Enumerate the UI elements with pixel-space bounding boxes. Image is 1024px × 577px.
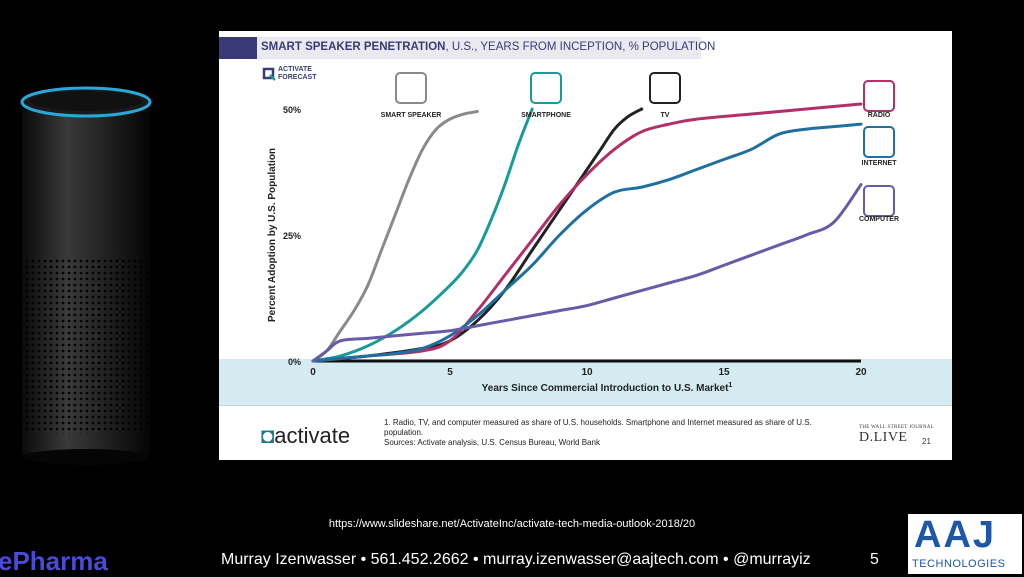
- chart-slide: SMART SPEAKER PENETRATION, U.S., YEARS F…: [219, 31, 952, 460]
- divider: [219, 405, 952, 406]
- series-label: RADIO: [868, 112, 891, 119]
- series-line-radio: [311, 102, 863, 363]
- contact-info: Murray Izenwasser • 561.452.2662 • murra…: [221, 551, 811, 568]
- y-tick-label: 25%: [283, 231, 301, 241]
- series-line-smartphone: [311, 107, 534, 363]
- footnote-text: 1. Radio, TV, and computer measured as s…: [384, 418, 812, 437]
- title-accent: [219, 37, 257, 59]
- series-line-tv: [311, 107, 644, 363]
- chart-title: SMART SPEAKER PENETRATION, U.S., YEARS F…: [261, 41, 716, 53]
- series-label: TV: [661, 112, 670, 119]
- dlive-text: D.LIVE: [859, 430, 908, 445]
- wsj-dlive-logo: THE WALL STREET JOURNAL D.LIVE: [859, 425, 934, 446]
- laptop-icon: [863, 185, 895, 217]
- activate-mark-icon: [262, 67, 276, 81]
- x-tick-label: 15: [718, 367, 730, 378]
- tv-icon: [649, 72, 681, 104]
- y-axis-label: Percent Adoption by U.S. Population: [267, 148, 278, 322]
- x-tick-label: 0: [310, 367, 316, 378]
- amazon-echo-image: [20, 86, 152, 465]
- radio-icon: [863, 80, 895, 112]
- x-tick-label: 10: [581, 367, 593, 378]
- activate-forecast-badge: ACTIVATE FORECAST: [261, 66, 331, 88]
- badge-line2: FORECAST: [278, 74, 317, 81]
- y-tick-label: 0%: [288, 357, 301, 367]
- title-bar: SMART SPEAKER PENETRATION, U.S., YEARS F…: [219, 37, 715, 59]
- adoption-chart: 0% 25% 50% 0 5 10 15 20 Years Since Commercial I…: [219, 72, 952, 405]
- x-tick-label: 5: [447, 367, 453, 378]
- sources-text: Sources: Activate analysis, U.S. Census …: [384, 438, 600, 447]
- aaj-letters: AAJ: [914, 514, 997, 556]
- series-line-smart-speaker: [311, 110, 479, 363]
- series-line-internet: [311, 122, 863, 363]
- series-label: SMART SPEAKER: [381, 112, 442, 119]
- source-url[interactable]: https://www.slideshare.net/ActivateInc/a…: [328, 518, 696, 530]
- slide-number: 5: [870, 551, 879, 568]
- series-line-computer: [311, 183, 863, 363]
- series-label: INTERNET: [862, 160, 898, 167]
- smartphone-icon: [530, 72, 562, 104]
- activate-mark-icon: ◘: [261, 423, 275, 448]
- x-axis-label: Years Since Commercial Introduction to U…: [482, 382, 733, 394]
- aaj-technologies-logo: AAJ TECHNOLOGIES: [908, 514, 1022, 574]
- smart-speaker-icon: [395, 72, 427, 104]
- footnote: 1. Radio, TV, and computer measured as s…: [384, 418, 814, 448]
- x-axis-label-superscript: 1: [728, 382, 732, 389]
- wsj-text: THE WALL STREET JOURNAL: [859, 425, 934, 430]
- series-label: SMARTPHONE: [521, 112, 571, 119]
- epharma-logo: ePharma: [0, 546, 108, 576]
- globe-icon: [863, 126, 895, 158]
- y-tick-label: 50%: [283, 105, 301, 115]
- series-label: COMPUTER: [859, 216, 899, 223]
- x-tick-label: 20: [855, 367, 867, 378]
- baseline-band: [219, 359, 952, 405]
- slide-page-number: 21: [922, 437, 931, 446]
- aaj-subtitle: TECHNOLOGIES: [912, 558, 1006, 570]
- badge-line1: ACTIVATE: [278, 66, 312, 73]
- activate-logo: ◘activate: [261, 423, 351, 448]
